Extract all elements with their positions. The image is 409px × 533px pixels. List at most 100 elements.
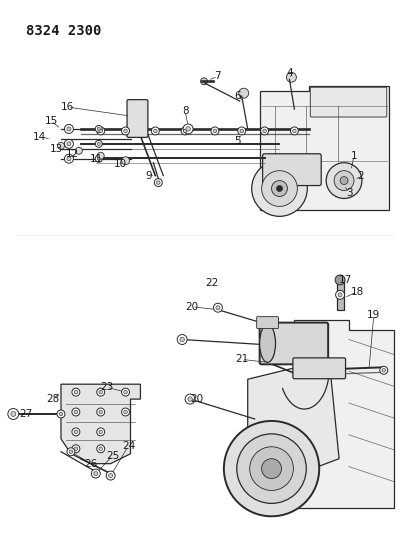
Circle shape xyxy=(106,471,115,480)
Circle shape xyxy=(183,124,193,134)
Circle shape xyxy=(121,388,129,396)
Text: 8324 2300: 8324 2300 xyxy=(26,23,101,38)
Circle shape xyxy=(151,127,159,135)
Text: 17: 17 xyxy=(337,275,351,285)
Circle shape xyxy=(64,154,73,163)
Circle shape xyxy=(97,445,104,453)
Text: 13: 13 xyxy=(49,144,63,154)
Circle shape xyxy=(72,408,80,416)
Text: 3: 3 xyxy=(345,188,351,198)
Circle shape xyxy=(290,127,298,135)
Circle shape xyxy=(154,179,162,187)
Circle shape xyxy=(183,129,187,133)
Circle shape xyxy=(74,430,77,434)
Text: 20: 20 xyxy=(190,394,203,404)
Circle shape xyxy=(69,450,72,454)
Text: 22: 22 xyxy=(205,278,218,288)
Circle shape xyxy=(238,88,248,98)
Circle shape xyxy=(72,428,80,436)
Circle shape xyxy=(276,185,282,191)
Text: 11: 11 xyxy=(90,154,103,164)
Circle shape xyxy=(121,157,129,165)
Circle shape xyxy=(74,390,77,394)
Circle shape xyxy=(286,72,296,82)
Circle shape xyxy=(180,337,184,342)
Text: 4: 4 xyxy=(285,68,292,78)
Circle shape xyxy=(95,140,102,147)
Circle shape xyxy=(124,129,127,133)
Circle shape xyxy=(72,445,80,453)
FancyBboxPatch shape xyxy=(262,154,320,185)
Text: 24: 24 xyxy=(121,441,135,451)
Circle shape xyxy=(11,411,16,416)
Circle shape xyxy=(72,388,80,396)
Circle shape xyxy=(249,447,293,490)
Circle shape xyxy=(67,127,71,131)
Circle shape xyxy=(156,181,160,184)
Circle shape xyxy=(97,157,100,160)
Circle shape xyxy=(95,125,102,132)
Polygon shape xyxy=(259,86,388,211)
Circle shape xyxy=(337,293,341,297)
Text: 6: 6 xyxy=(234,91,240,101)
Circle shape xyxy=(185,127,190,131)
Circle shape xyxy=(335,290,344,299)
Circle shape xyxy=(153,129,157,133)
Circle shape xyxy=(223,421,319,516)
Text: 12: 12 xyxy=(66,149,79,159)
Circle shape xyxy=(381,368,384,372)
Circle shape xyxy=(251,161,307,216)
Circle shape xyxy=(64,139,73,148)
Circle shape xyxy=(99,447,102,450)
Circle shape xyxy=(99,129,102,133)
Text: 18: 18 xyxy=(349,287,363,297)
Circle shape xyxy=(75,147,82,154)
Polygon shape xyxy=(294,320,393,508)
Circle shape xyxy=(57,410,65,418)
Circle shape xyxy=(99,390,102,394)
Circle shape xyxy=(124,390,127,394)
Circle shape xyxy=(74,410,77,414)
Circle shape xyxy=(97,142,100,146)
Circle shape xyxy=(67,448,75,456)
Circle shape xyxy=(124,410,127,414)
Circle shape xyxy=(121,127,129,135)
Text: 5: 5 xyxy=(234,136,240,146)
Circle shape xyxy=(239,129,243,133)
Circle shape xyxy=(177,335,187,344)
Text: 8: 8 xyxy=(181,106,188,116)
Circle shape xyxy=(200,78,207,85)
Text: 27: 27 xyxy=(20,409,33,419)
FancyBboxPatch shape xyxy=(310,87,386,117)
Bar xyxy=(336,278,343,310)
Circle shape xyxy=(237,127,245,135)
Circle shape xyxy=(67,142,71,146)
Circle shape xyxy=(108,473,112,478)
Circle shape xyxy=(67,157,71,161)
Text: 9: 9 xyxy=(145,171,151,181)
Circle shape xyxy=(97,152,104,159)
Text: 1: 1 xyxy=(350,151,356,161)
Circle shape xyxy=(185,394,195,404)
Text: 28: 28 xyxy=(46,394,60,404)
Circle shape xyxy=(94,472,97,475)
Text: 14: 14 xyxy=(32,132,46,142)
Circle shape xyxy=(64,125,73,133)
Circle shape xyxy=(216,306,219,310)
Circle shape xyxy=(260,127,268,135)
Circle shape xyxy=(97,127,100,131)
Circle shape xyxy=(261,459,281,479)
Circle shape xyxy=(333,171,353,190)
Text: 25: 25 xyxy=(106,451,119,461)
Polygon shape xyxy=(61,384,140,464)
Circle shape xyxy=(74,447,77,450)
Circle shape xyxy=(213,303,222,312)
Text: 23: 23 xyxy=(100,382,113,392)
Text: 19: 19 xyxy=(366,310,380,320)
Circle shape xyxy=(97,428,104,436)
Circle shape xyxy=(97,127,104,135)
Circle shape xyxy=(91,469,100,478)
FancyBboxPatch shape xyxy=(127,100,148,138)
Circle shape xyxy=(57,142,64,149)
Circle shape xyxy=(379,366,387,374)
